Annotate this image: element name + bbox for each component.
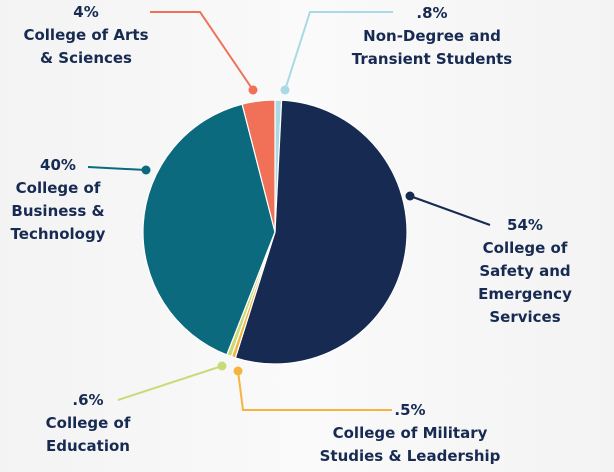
leader-line (117, 365, 223, 401)
category-label: College of Education (45, 414, 131, 455)
value-label: 54% (507, 216, 543, 234)
category-label: College of Safety and Emergency Services (478, 239, 572, 326)
category-label: College of Business & Technology (10, 179, 106, 243)
category-label: College of Arts & Sciences (23, 26, 149, 67)
value-label: 4% (73, 3, 99, 21)
pie-slice (234, 99, 408, 365)
category-label: College of Military Studies & Leadership (319, 424, 501, 465)
leader-line (87, 166, 147, 171)
category-label: Non-Degree and Transient Students (351, 27, 513, 68)
leader-dot (248, 85, 258, 95)
leader-line (409, 195, 491, 226)
value-label: .5% (394, 401, 426, 419)
leader-line (237, 370, 392, 411)
pie-slice (241, 99, 276, 233)
value-label: .8% (416, 4, 448, 22)
value-label: 40% (40, 156, 76, 174)
leader-line (284, 11, 393, 91)
pie-slice (142, 103, 276, 356)
leader-dot (141, 165, 151, 175)
leader-line (150, 11, 254, 91)
value-label: .6% (72, 391, 104, 409)
leader-dot (280, 85, 290, 95)
leader-dot (405, 191, 415, 201)
leader-dot (233, 366, 243, 376)
leader-dot (217, 361, 227, 371)
